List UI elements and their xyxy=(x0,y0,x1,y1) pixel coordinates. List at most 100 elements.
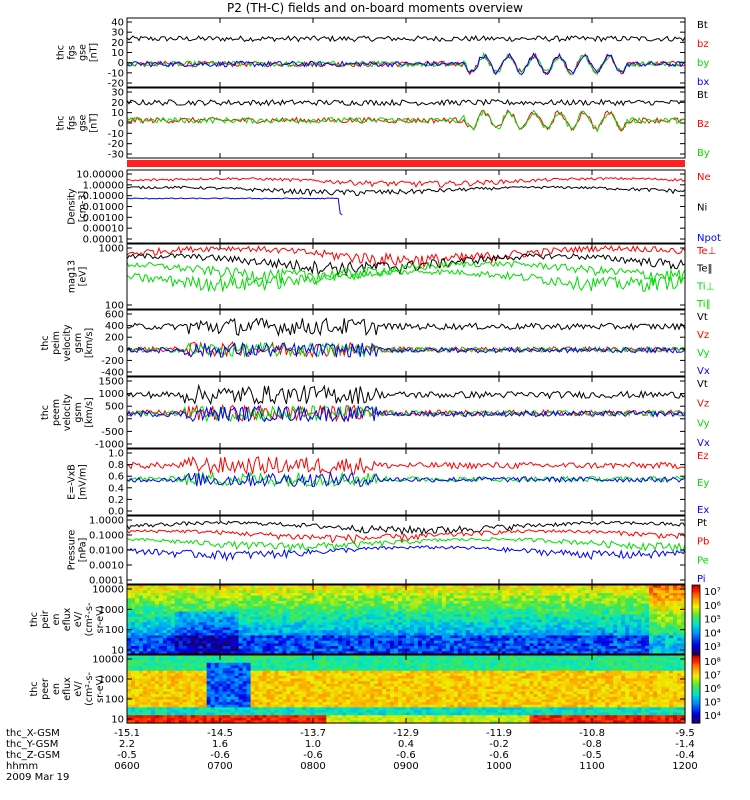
heatmap-cell xyxy=(238,657,244,661)
heatmap-cell xyxy=(274,624,280,629)
heatmap-cell xyxy=(210,630,216,634)
heatmap-cell xyxy=(513,590,519,594)
heatmap-cell xyxy=(637,622,642,626)
heatmap-cell xyxy=(449,638,455,642)
heatmap-cell xyxy=(146,616,152,621)
heatmap-cell xyxy=(230,603,236,607)
heatmap-cell xyxy=(254,670,260,674)
heatmap-cell xyxy=(597,600,602,605)
heatmap-cell xyxy=(609,587,614,591)
heatmap-cell xyxy=(429,603,435,607)
heatmap-cell xyxy=(653,640,658,644)
heatmap-cell xyxy=(394,587,399,591)
heatmap-cell xyxy=(414,638,419,642)
heatmap-cell xyxy=(174,668,180,672)
heatmap-cell xyxy=(158,646,164,650)
heatmap-cell xyxy=(477,593,483,597)
heatmap-cell xyxy=(222,619,228,623)
heatmap-cell xyxy=(194,704,200,708)
heatmap-cell xyxy=(473,651,479,655)
heatmap-cell xyxy=(222,670,228,674)
heatmap-cell xyxy=(282,635,287,639)
heatmap-cell xyxy=(234,657,240,661)
heatmap-cell xyxy=(154,709,160,714)
heatmap-cell xyxy=(589,595,594,599)
heatmap-cell xyxy=(402,590,407,594)
heatmap-cell xyxy=(358,608,363,613)
heatmap-cell xyxy=(326,624,331,629)
heatmap-cell xyxy=(617,640,622,644)
heatmap-cell xyxy=(182,635,188,639)
separator-bar xyxy=(127,160,685,167)
heatmap-cell xyxy=(398,611,403,615)
heatmap-cell xyxy=(457,595,463,599)
heatmap-cell xyxy=(218,608,224,613)
heatmap-cell xyxy=(402,608,407,613)
heatmap-cell xyxy=(150,689,156,693)
heatmap-cell xyxy=(406,619,411,623)
heatmap-cell xyxy=(625,640,630,644)
heatmap-cell xyxy=(429,632,435,637)
heatmap-cell xyxy=(218,694,224,698)
heatmap-cell xyxy=(290,632,295,637)
heatmap-cell xyxy=(262,678,268,682)
heatmap-cell xyxy=(585,614,590,618)
heatmap-cell xyxy=(314,590,319,594)
heatmap-cell xyxy=(139,662,144,666)
heatmap-cell xyxy=(589,646,594,650)
heatmap-cell xyxy=(135,696,140,700)
heatmap-cell xyxy=(218,686,224,690)
heatmap-cell xyxy=(421,616,427,621)
heatmap-cell xyxy=(649,585,654,589)
heatmap-cell xyxy=(398,600,403,605)
heatmap-cell xyxy=(135,627,140,631)
heatmap-cell xyxy=(545,600,551,605)
heatmap-cell xyxy=(210,702,216,706)
heatmap-cell xyxy=(657,614,662,618)
heatmap-cell xyxy=(681,598,686,602)
heatmap-cell xyxy=(146,668,152,672)
heatmap-cell xyxy=(238,689,244,693)
colorbar-label: 10⁵ xyxy=(704,615,721,626)
heatmap-cell xyxy=(242,619,248,623)
heatmap-cell xyxy=(609,627,614,631)
heatmap-cell xyxy=(190,635,196,639)
heatmap-cell xyxy=(278,611,284,615)
heatmap-cell xyxy=(154,632,160,637)
heatmap-cell xyxy=(274,598,280,602)
heatmap-cell xyxy=(433,630,439,634)
heatmap-cell xyxy=(182,606,188,610)
heatmap-cell xyxy=(131,622,136,626)
heatmap-cell xyxy=(166,715,172,719)
heatmap-cell xyxy=(414,643,419,647)
heatmap-cell xyxy=(673,622,678,626)
heatmap-cell xyxy=(230,646,236,650)
heatmap-cell xyxy=(378,622,383,626)
y-axis-label-line: velocity xyxy=(62,394,73,432)
heatmap-cell xyxy=(593,598,598,602)
heatmap-cell xyxy=(489,611,495,615)
heatmap-cell xyxy=(414,614,419,618)
heatmap-cell xyxy=(677,585,682,589)
heatmap-cell xyxy=(465,646,471,650)
heatmap-cell xyxy=(561,600,566,605)
heatmap-cell xyxy=(190,606,196,610)
heatmap-cell xyxy=(445,585,451,589)
heatmap-cell xyxy=(589,624,594,629)
heatmap-cell xyxy=(517,598,523,602)
heatmap-cell xyxy=(282,640,287,644)
heatmap-cell xyxy=(625,600,630,605)
heatmap-cell xyxy=(198,686,204,690)
heatmap-cell xyxy=(493,608,499,613)
heatmap-cell xyxy=(242,603,248,607)
heatmap-cell xyxy=(382,646,387,650)
heatmap-cell xyxy=(182,651,188,655)
heatmap-cell xyxy=(166,627,172,631)
heatmap-cell xyxy=(625,651,630,655)
heatmap-cell xyxy=(131,593,136,597)
heatmap-cell xyxy=(593,590,598,594)
heatmap-cell xyxy=(254,662,260,666)
heatmap-cell xyxy=(214,720,220,724)
heatmap-cell xyxy=(545,635,551,639)
heatmap-cell xyxy=(406,590,411,594)
